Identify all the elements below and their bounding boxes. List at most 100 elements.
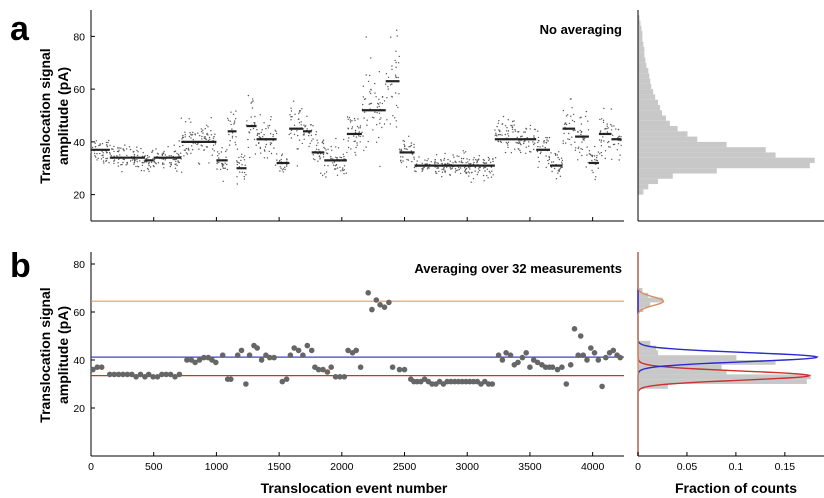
panel-a-point: [456, 155, 458, 157]
panel-a-point: [222, 167, 224, 169]
panel-a-point: [413, 156, 415, 158]
panel-a-point: [226, 163, 228, 166]
panel-a-point: [145, 157, 147, 160]
panel-a-hist-bar: [638, 73, 650, 79]
panel-a-point: [482, 174, 485, 177]
panel-a-point: [200, 128, 202, 130]
panel-b-point: [595, 357, 602, 363]
panel-a-point: [292, 100, 295, 102]
panel-a-point: [125, 164, 127, 166]
panel-a-point: [435, 154, 438, 156]
panel-b-point: [287, 352, 294, 359]
panel-a-point: [453, 156, 455, 158]
panel-a-point: [438, 170, 440, 173]
panel-a-point: [521, 135, 523, 137]
panel-a-point: [107, 141, 109, 144]
panel-a-point: [387, 76, 390, 79]
panel-a-point: [126, 163, 128, 165]
panel-b-hist-bar: [638, 288, 643, 293]
panel-a-point: [609, 146, 611, 148]
panel-a-point: [241, 164, 243, 166]
panel-a-point: [233, 123, 235, 125]
x-axis-label: Translocation event number: [261, 480, 448, 496]
panel-a-point: [617, 143, 620, 145]
panel-a-point: [106, 151, 108, 154]
panel-b-x-tick-label: 1000: [205, 461, 229, 473]
panel-a-point: [414, 170, 416, 172]
panel-a-point: [370, 57, 372, 59]
panel-a-point: [434, 161, 436, 164]
panel-a-point: [452, 162, 454, 164]
panel-a-point: [192, 131, 194, 134]
panel-a-point: [182, 134, 184, 137]
panel-a-point: [133, 153, 136, 156]
panel-a-point: [281, 153, 284, 155]
panel-a-point: [479, 169, 481, 172]
panel-a-point: [595, 156, 598, 159]
panel-a-point: [383, 100, 386, 102]
panel-a-point: [91, 146, 94, 149]
panel-a-point: [235, 144, 237, 146]
panel-a-point: [397, 106, 399, 109]
panel-b-point: [154, 374, 161, 380]
panel-a-point: [529, 128, 531, 130]
panel-a-point: [460, 160, 463, 162]
panel-a-point: [117, 147, 119, 149]
panel-a-point: [302, 128, 305, 130]
panel-a-point: [443, 157, 446, 160]
panel-a-hist-bar: [638, 173, 673, 179]
panel-a-point: [259, 137, 262, 139]
panel-a-point: [218, 153, 220, 155]
panel-a-point: [103, 162, 105, 164]
panel-a-point: [534, 142, 536, 144]
panel-a-point: [221, 147, 223, 149]
panel-a-point: [153, 158, 156, 161]
panel-a-point: [136, 159, 138, 161]
panel-b-point: [365, 290, 372, 296]
panel-a-point: [113, 162, 115, 165]
panel-a-point: [151, 151, 153, 153]
panel-a-point: [325, 149, 327, 151]
panel-a-point: [472, 159, 474, 161]
panel-a-point: [261, 129, 263, 131]
panel-a-point: [362, 135, 364, 137]
panel-a-point: [464, 169, 466, 171]
panel-a-point: [413, 143, 415, 146]
panel-b-point: [577, 333, 584, 339]
panel-a-point: [109, 144, 111, 147]
panel-a-point: [238, 162, 241, 164]
panel-a-point: [599, 131, 601, 133]
panel-b-point: [584, 357, 590, 363]
panel-a-hist-bar: [638, 136, 698, 142]
panel-a-point: [236, 160, 238, 162]
panel-a-point: [465, 162, 467, 164]
panel-a-point: [347, 146, 350, 149]
panel-a-point: [333, 161, 336, 163]
panel-a-point: [212, 137, 215, 139]
panel-a-point: [354, 140, 356, 142]
panel-a-point: [354, 151, 356, 154]
panel-a-point: [451, 167, 453, 170]
panel-a-point: [322, 156, 325, 158]
panel-a-point: [548, 158, 551, 161]
panel-a-point: [391, 68, 393, 71]
panel-a-point: [403, 140, 406, 142]
panel-a-point: [239, 171, 241, 173]
panel-a-point: [146, 154, 149, 157]
panel-a-point: [608, 140, 610, 143]
panel-a-point: [98, 144, 100, 147]
panel-a-point: [184, 136, 186, 138]
panel-a-point: [343, 169, 345, 171]
panel-a-point: [326, 152, 328, 154]
panel-a-point: [310, 124, 312, 126]
panel-a-point: [458, 168, 461, 171]
panel-a-point: [484, 162, 486, 164]
panel-a-point: [322, 153, 325, 156]
panel-a-point: [306, 128, 308, 130]
panel-a-point: [396, 35, 398, 37]
panel-a-point: [267, 125, 269, 127]
panel-a-point: [194, 133, 196, 135]
panel-a-point: [577, 130, 579, 133]
panel-a-point: [558, 158, 560, 161]
